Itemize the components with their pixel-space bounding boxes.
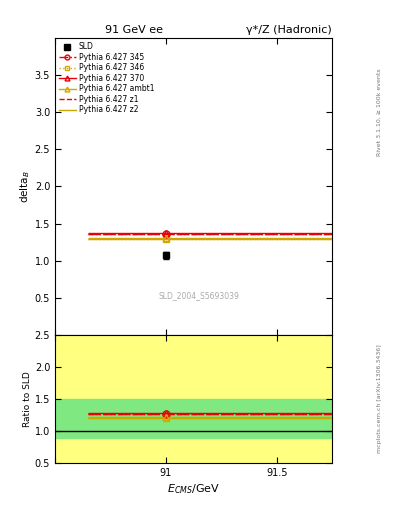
Text: Rivet 3.1.10, ≥ 100k events: Rivet 3.1.10, ≥ 100k events	[376, 69, 382, 156]
Y-axis label: Ratio to SLD: Ratio to SLD	[23, 371, 32, 427]
X-axis label: $E_{CMS}$/GeV: $E_{CMS}$/GeV	[167, 482, 220, 496]
Text: γ*/Z (Hadronic): γ*/Z (Hadronic)	[246, 25, 332, 35]
Text: 91 GeV ee: 91 GeV ee	[105, 25, 163, 35]
Y-axis label: delta$_B$: delta$_B$	[18, 170, 32, 203]
Text: SLD_2004_S5693039: SLD_2004_S5693039	[159, 291, 239, 301]
Bar	[55, 334, 332, 463]
Text: mcplots.cern.ch [arXiv:1306.3436]: mcplots.cern.ch [arXiv:1306.3436]	[376, 345, 382, 453]
Bar	[55, 399, 332, 438]
Legend: SLD, Pythia 6.427 345, Pythia 6.427 346, Pythia 6.427 370, Pythia 6.427 ambt1, P: SLD, Pythia 6.427 345, Pythia 6.427 346,…	[57, 40, 156, 116]
